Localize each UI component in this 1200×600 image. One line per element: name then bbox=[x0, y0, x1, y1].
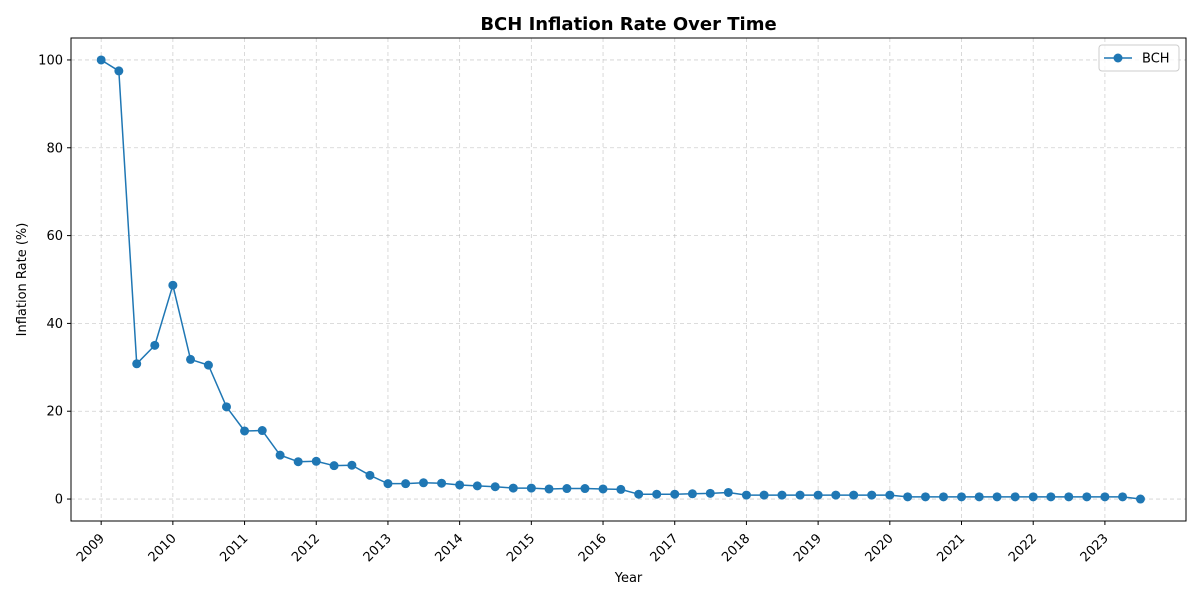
plot-frame bbox=[70, 37, 1187, 522]
data-point bbox=[777, 490, 787, 500]
data-point bbox=[1010, 492, 1020, 502]
data-point bbox=[598, 484, 608, 494]
data-point bbox=[1100, 492, 1110, 502]
data-layer bbox=[96, 55, 1145, 504]
y-tick-label: 0 bbox=[55, 493, 63, 508]
y-tick-label: 80 bbox=[46, 141, 63, 156]
data-point bbox=[580, 484, 590, 494]
data-point bbox=[1046, 492, 1056, 502]
data-point bbox=[634, 489, 644, 499]
data-point bbox=[186, 354, 196, 364]
grid-lines bbox=[71, 38, 1186, 521]
data-point bbox=[168, 280, 178, 290]
data-point bbox=[365, 470, 375, 480]
data-point bbox=[831, 490, 841, 500]
legend-label: BCH bbox=[1142, 52, 1170, 67]
data-point bbox=[347, 460, 357, 470]
data-point bbox=[472, 481, 482, 491]
data-point bbox=[455, 480, 465, 490]
x-axis-label: Year bbox=[614, 571, 643, 586]
data-point bbox=[150, 340, 160, 350]
data-point bbox=[1082, 492, 1092, 502]
data-point bbox=[849, 490, 859, 500]
data-point bbox=[705, 488, 715, 498]
data-point bbox=[437, 478, 447, 488]
data-point bbox=[1064, 492, 1074, 502]
data-point bbox=[96, 55, 106, 65]
data-point bbox=[508, 483, 518, 493]
data-point bbox=[1028, 492, 1038, 502]
data-point bbox=[938, 492, 948, 502]
y-tick-label: 100 bbox=[38, 53, 63, 68]
data-point bbox=[687, 489, 697, 499]
data-point bbox=[920, 492, 930, 502]
data-point bbox=[759, 490, 769, 500]
data-point bbox=[562, 484, 572, 494]
legend-box bbox=[1098, 44, 1180, 72]
data-point bbox=[114, 66, 124, 76]
data-point bbox=[723, 487, 733, 497]
data-point bbox=[383, 479, 393, 489]
data-point bbox=[1118, 492, 1128, 502]
data-point bbox=[903, 492, 913, 502]
y-axis-label: Inflation Rate (%) bbox=[15, 223, 30, 337]
data-point bbox=[526, 483, 536, 493]
chart-title: BCH Inflation Rate Over Time bbox=[480, 14, 776, 35]
data-point bbox=[741, 490, 751, 500]
data-point bbox=[240, 426, 250, 436]
legend-marker-icon bbox=[1113, 53, 1123, 63]
data-point bbox=[974, 492, 984, 502]
data-point bbox=[992, 492, 1002, 502]
data-point bbox=[257, 426, 267, 436]
legend: BCH bbox=[1098, 44, 1180, 72]
data-point bbox=[670, 489, 680, 499]
data-point bbox=[221, 402, 231, 412]
data-point bbox=[419, 478, 428, 488]
data-point bbox=[132, 359, 142, 369]
data-point bbox=[203, 360, 213, 370]
y-tick-label: 40 bbox=[46, 317, 63, 332]
data-point bbox=[329, 461, 339, 471]
y-tick-label: 20 bbox=[46, 405, 63, 420]
data-point bbox=[293, 457, 303, 467]
data-point bbox=[795, 490, 805, 500]
y-tick-label: 60 bbox=[46, 229, 63, 244]
data-point bbox=[311, 456, 321, 466]
data-point bbox=[813, 490, 823, 500]
data-point bbox=[867, 490, 877, 500]
data-point bbox=[885, 490, 895, 500]
data-point bbox=[1135, 494, 1145, 504]
data-point bbox=[275, 450, 285, 460]
data-point bbox=[957, 492, 967, 502]
data-point bbox=[490, 482, 500, 492]
data-point bbox=[616, 484, 626, 494]
data-point bbox=[401, 479, 411, 489]
data-point bbox=[544, 484, 554, 494]
data-point bbox=[652, 489, 662, 499]
